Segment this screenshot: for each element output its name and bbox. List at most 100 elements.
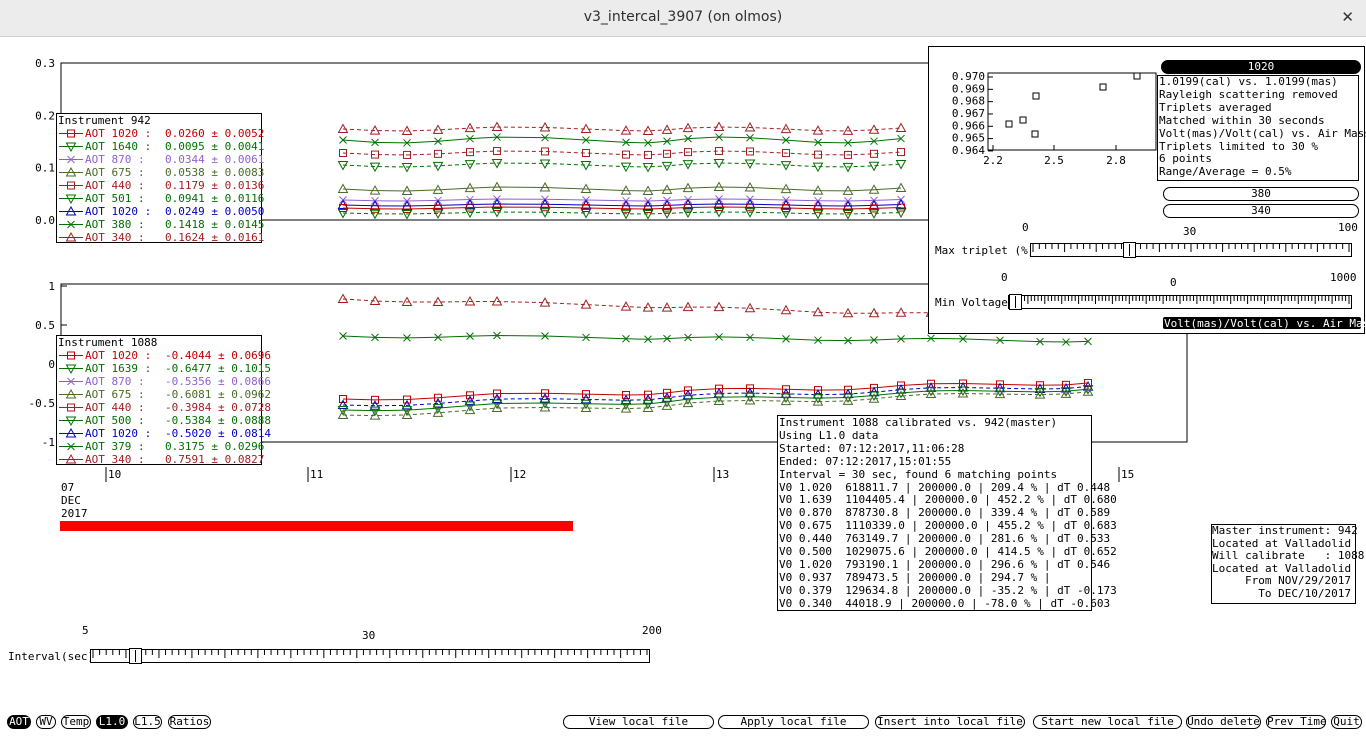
action-view-local-file-button[interactable]: View local file [563,715,714,729]
master-info-line: Master instrument: 942 [1212,524,1358,537]
legend-label: AOT 870 : [85,153,145,166]
master-info-box: Master instrument: 942 Located at Vallado… [1211,524,1364,604]
legend-row: AOT 440 : -0.3984 ± 0.0728 [57,401,271,414]
legend-marker-icon [59,453,83,464]
info-line: Ended: 07:12:2017,15:01:55 [779,454,952,468]
window-titlebar: v3_intercal_3907 (on olmos) ✕ [0,0,1366,37]
min-voltage-handle[interactable] [1009,294,1022,310]
legend-row: AOT 675 : -0.6081 ± 0.0962 [57,388,271,401]
legend-label: AOT 340 : [85,231,145,244]
interval-max-label: 200 [642,624,662,637]
app-area: 0.30.20.10.0 10.50-0.5-1 101112131415 In… [0,37,1366,741]
legend-value: 0.0344 ± 0.0061 [165,153,265,166]
legend-marker-icon [59,377,83,386]
legend-value: -0.5020 ± 0.0814 [165,427,271,440]
wavelength-button-340[interactable]: 340 [1163,204,1359,218]
legend-value: -0.6477 ± 0.1015 [165,362,271,375]
top-legend: Instrument 942 AOT 1020 : 0.0260 ± 0.0052… [56,113,265,244]
legend-label: AOT 501 : [85,192,145,205]
legend-row: AOT 1020 : -0.5020 ± 0.0814 [57,427,271,440]
toggle-l1-0[interactable]: L1.0 [96,715,128,729]
wavelength-button-380[interactable]: 380 [1163,187,1359,201]
info-line: Started: 07:12:2017,11:06:28 [779,441,965,455]
legend-label: AOT 1020 : [85,349,152,362]
legend-value: 0.1179 ± 0.0136 [165,179,265,192]
master-info-line: From NOV/29/2017 [1245,574,1351,588]
legend-row: AOT 1640 : 0.0095 ± 0.0041 [57,140,265,153]
legend-label: AOT 870 : [85,375,145,388]
toggle-ratios[interactable]: Ratios [168,715,211,729]
interval-label: Interval(sec) [8,650,95,663]
legend-label: AOT 1020 : [85,127,152,140]
legend-marker-icon [59,427,83,438]
mini-plot-point [1133,72,1141,80]
legend-marker-icon [59,181,83,190]
time-range-bar[interactable] [60,521,573,531]
legend-title: Instrument 942 [58,114,151,127]
info-line: Volt(mas)/Volt(cal) vs. Air Mass [1159,126,1366,140]
legend-marker-icon [59,231,83,242]
legend-row: AOT 340 : 0.1624 ± 0.0161 [57,231,265,244]
legend-row: AOT 379 : 0.3175 ± 0.0296 [57,440,264,453]
action-start-new-local-file-button[interactable]: Start new local file [1033,715,1182,729]
legend-label: AOT 379 : [85,440,145,453]
interval-slider[interactable] [90,648,650,664]
action-undo-delete-button[interactable]: Undo delete [1186,715,1261,729]
info-line: Interval = 30 sec, found 6 matching poin… [779,467,1058,481]
info-line: Triplets averaged [1159,100,1272,114]
mini-y-tick-label: 0.970 [952,70,985,83]
y-tick-label: -1 [42,436,55,449]
toggle-temp[interactable]: Temp [61,715,91,729]
max-triplet-slider[interactable] [1030,242,1352,258]
legend-label: AOT 440 : [85,401,145,414]
master-info-line: Located at Valladolid [1212,561,1352,575]
series-line [342,298,1089,320]
date-year: 2017 [61,507,88,520]
action-quit-button[interactable]: Quit [1331,715,1362,729]
bottom-legend: Instrument 1088 AOT 1020 : -0.4044 ± 0.06… [56,335,271,466]
action-prev-time-button[interactable]: Prev Time [1266,715,1327,729]
info-line: V0 0.500 1029075.6 | 200000.0 | 414.5 % … [779,545,1117,559]
legend-label: AOT 675 : [85,388,145,401]
mini-plot-point [1019,116,1027,124]
legend-value: 0.0095 ± 0.0041 [165,140,265,153]
legend-row: AOT 440 : 0.1179 ± 0.0136 [57,179,265,192]
legend-label: AOT 1640 : [85,140,152,153]
toggle-aot[interactable]: AOT [7,715,31,729]
legend-value: 0.7591 ± 0.0827 [165,453,265,466]
x-tick-label: 12 [513,468,526,481]
legend-row: AOT 500 : -0.5384 ± 0.0888 [57,414,271,427]
toggle-wv[interactable]: WV [36,715,56,729]
legend-label: AOT 675 : [85,166,145,179]
toggle-l1-5[interactable]: L1.5 [133,715,162,729]
interval-slider-handle[interactable] [128,648,142,664]
close-icon[interactable]: ✕ [1341,8,1354,26]
action-apply-local-file-button[interactable]: Apply local file [718,715,869,729]
plot-mode-button[interactable]: Volt(mas)/Volt(cal) vs. Air Mass [1163,317,1366,330]
master-info-line: To DEC/10/2017 [1258,586,1351,600]
x-tick-label: 11 [310,468,323,481]
y-tick-label: 0.1 [35,162,55,175]
action-insert-into-local-file-button[interactable]: Insert into local file [875,715,1025,729]
min-voltage-max: 1000 [1330,271,1357,284]
min-voltage-slider[interactable] [1008,294,1352,310]
legend-marker-icon [59,220,83,229]
mini-plot-point [1099,83,1107,91]
info-line: Triplets limited to 30 % [1159,139,1318,153]
window-title: v3_intercal_3907 (on olmos) [583,9,783,25]
legend-value: -0.5384 ± 0.0888 [165,414,271,427]
mini-y-tick-label: 0.964 [952,144,985,157]
y-tick-label: 0.2 [35,109,55,122]
legend-value: 0.1624 ± 0.0161 [165,231,265,244]
max-triplet-handle[interactable] [1122,242,1136,258]
top-plot-series [337,121,907,220]
x-tick-label: 15 [1121,468,1134,481]
legend-row: AOT 870 : 0.0344 ± 0.0061 [57,153,265,166]
legend-row: AOT 501 : 0.0941 ± 0.0116 [57,192,264,205]
mini-plot-point [1031,130,1039,138]
info-line: Instrument 1088 calibrated vs. 942(maste… [779,416,1058,429]
wavelength-selected-button[interactable]: 1020 [1161,60,1361,74]
legend-marker-icon [59,442,83,451]
legend-value: 0.0249 ± 0.0050 [165,205,265,218]
